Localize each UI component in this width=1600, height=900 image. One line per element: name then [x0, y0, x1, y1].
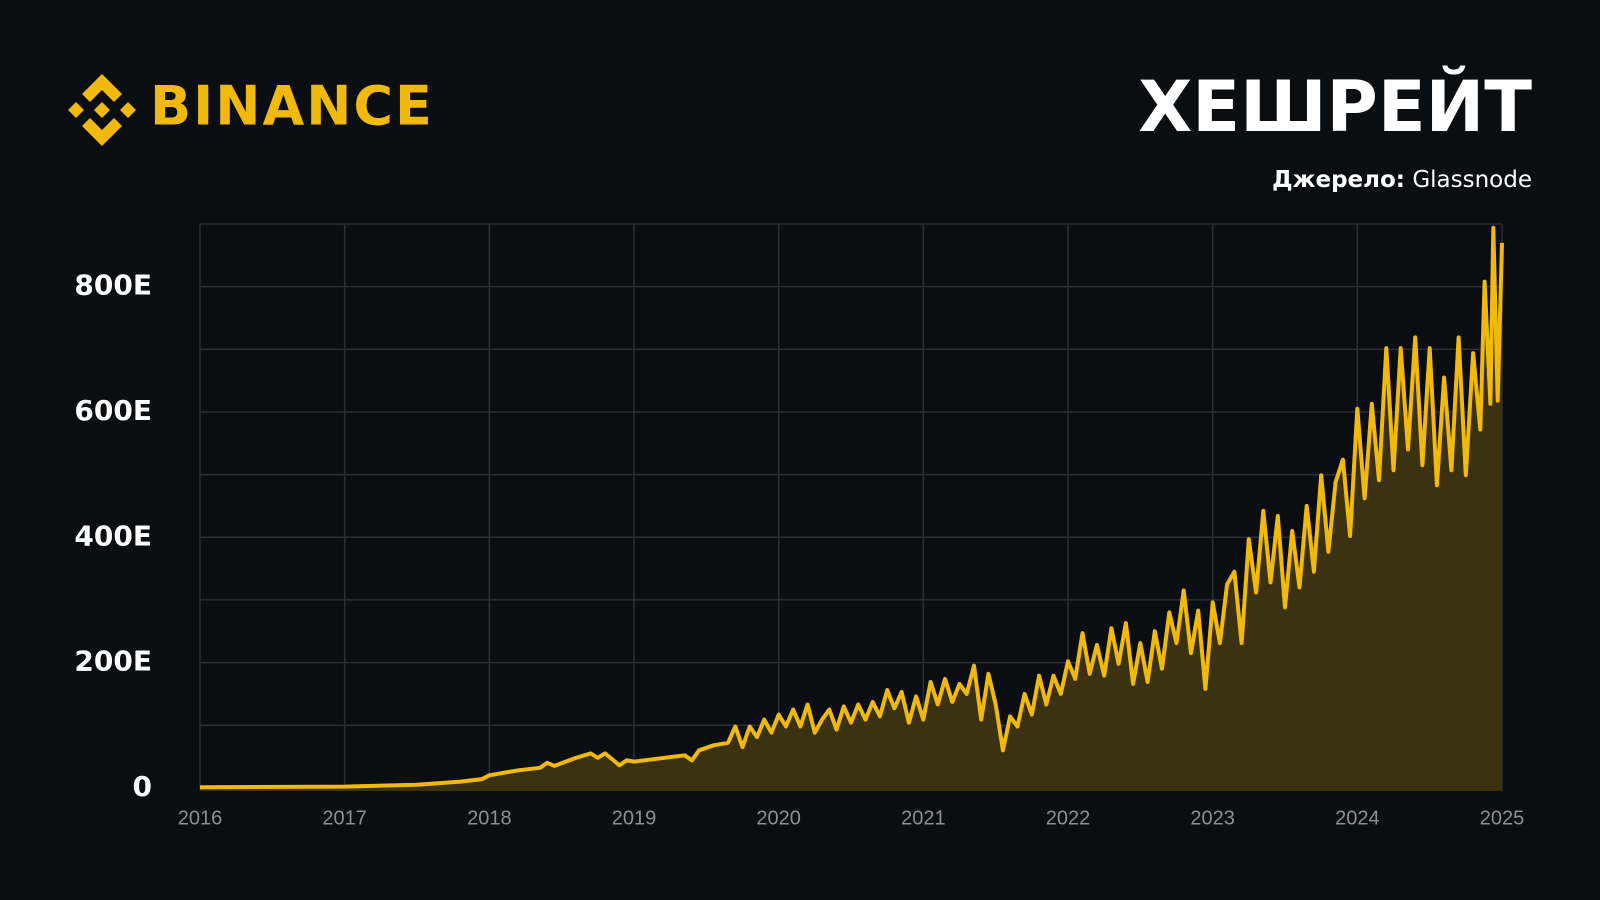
y-tick-label: 800E [74, 269, 152, 302]
x-tick-label: 2025 [1480, 807, 1525, 829]
x-tick-label: 2024 [1335, 807, 1380, 829]
x-tick-label: 2020 [756, 807, 801, 829]
source-line: Джерело: Glassnode [1272, 167, 1532, 193]
y-tick-label: 0 [133, 770, 152, 803]
x-tick-label: 2023 [1190, 807, 1235, 829]
x-tick-label: 2019 [612, 807, 657, 829]
logo-icon [68, 74, 136, 146]
y-tick-label: 400E [74, 519, 152, 552]
x-tick-label: 2017 [322, 807, 367, 829]
area [200, 227, 1502, 792]
x-tick-label: 2021 [901, 807, 946, 829]
x-tick-label: 2018 [467, 807, 512, 829]
line [199, 225, 1504, 790]
plot: 0 200E 400E 600E 800E 2016 2017 2018 2019 2020 202… [74, 223, 1525, 829]
x-tick-label: 2016 [178, 807, 223, 829]
chart-title: ХЕШРЕЙТ [1138, 66, 1532, 148]
y-tick-label: 200E [74, 645, 152, 678]
x-tick-label: 2022 [1046, 807, 1091, 829]
brand: BINANCE [150, 75, 434, 138]
source-label: Джерело: [1272, 167, 1405, 193]
source: Glassnode [1412, 167, 1532, 193]
y-tick-label: 600E [74, 394, 152, 427]
